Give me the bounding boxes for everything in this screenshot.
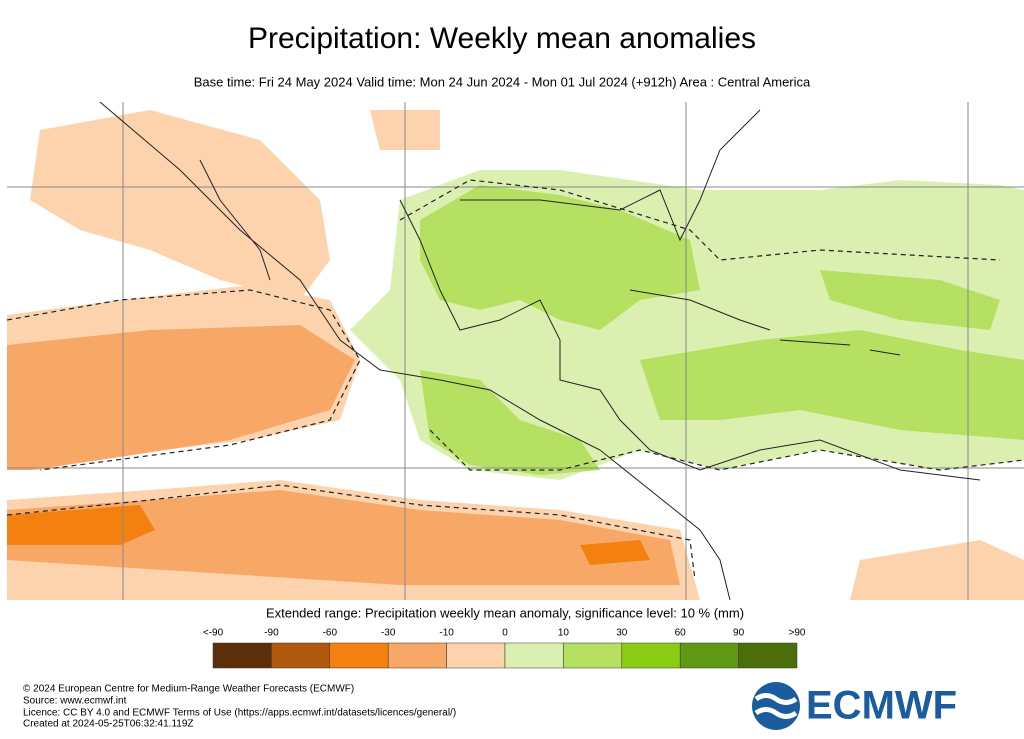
footer-line: © 2024 European Centre for Medium-Range … (23, 684, 354, 695)
colorbar-tick-label: 30 (616, 628, 628, 639)
colorbar-box (679, 642, 739, 669)
colorbar-tick-label: 60 (675, 628, 687, 639)
colorbar-box (271, 642, 331, 669)
colorbar-tick-label: >90 (789, 628, 806, 639)
footer-line: Licence: CC BY 4.0 and ECMWF Terms of Us… (23, 708, 456, 719)
legend-title: Extended range: Precipitation weekly mea… (266, 605, 744, 620)
subtitle: Base time: Fri 24 May 2024 Valid time: M… (194, 74, 811, 89)
footer-line: Created at 2024-05-25T06:32:41.119Z (23, 719, 194, 730)
colorbar-box (446, 642, 506, 669)
colorbar-tick-label: 10 (558, 628, 570, 639)
title: Precipitation: Weekly mean anomalies (248, 22, 756, 55)
significance-contour (7, 179, 1024, 581)
colorbar-tick-label: <-90 (203, 628, 224, 639)
logo-text: ECMWF (806, 684, 957, 728)
colorbar: <-90 -90 -60 -30 -10 0 10 30 60 90 >90 (203, 628, 806, 669)
footer: © 2024 European Centre for Medium-Range … (23, 684, 456, 730)
map (7, 102, 1024, 600)
coastline (99, 102, 981, 600)
colorbar-tick-label: -90 (264, 628, 279, 639)
colorbar-box (563, 642, 623, 669)
colorbar-box (738, 642, 798, 669)
footer-line: Source: www.ecmwf.int (23, 696, 127, 707)
colorbar-box (621, 642, 681, 669)
colorbar-tick-label: 90 (733, 628, 745, 639)
colorbar-tick-label: -10 (439, 628, 454, 639)
colorbar-box (504, 642, 564, 669)
colorbar-box (329, 642, 389, 669)
colorbar-tick-label: -60 (323, 628, 338, 639)
colorbar-box (212, 642, 272, 669)
colorbar-tick-label: 0 (502, 628, 508, 639)
colorbar-tick-label: -30 (381, 628, 396, 639)
graticule (7, 102, 1024, 600)
logo: ECMWF (752, 682, 957, 730)
colorbar-box (387, 642, 447, 669)
